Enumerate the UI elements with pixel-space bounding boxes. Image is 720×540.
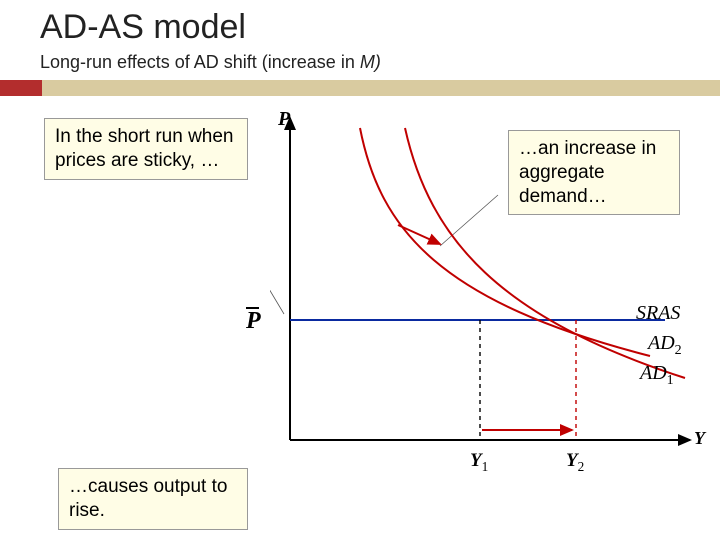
accent-left: [0, 80, 42, 96]
shift-arrow-top: [398, 225, 440, 244]
ad2-label: AD2: [648, 332, 682, 359]
adas-graph: [270, 110, 700, 480]
page-subtitle: Long-run effects of AD shift (increase i…: [40, 52, 381, 73]
sras-label: SRAS: [636, 302, 680, 325]
ad2-curve: [405, 128, 685, 378]
x-axis-label: Y: [694, 428, 705, 449]
subtitle-text: Long-run effects of AD shift (increase i…: [40, 52, 360, 72]
subtitle-ital: M): [360, 52, 381, 72]
accent-right: [42, 80, 720, 96]
y2-tick: Y2: [566, 450, 584, 475]
ad1-curve: [360, 128, 650, 356]
accent-bar: [0, 80, 720, 96]
pointer-sticky: [270, 190, 284, 314]
page-title: AD-AS model: [40, 8, 246, 47]
pointer-increase: [440, 195, 498, 246]
ad1-label: AD1: [640, 362, 674, 389]
y-axis-label: P: [278, 108, 290, 131]
y1-tick: Y1: [470, 450, 488, 475]
callout-rise: …causes output to rise.: [58, 468, 248, 530]
callout-sticky: In the short run when prices are sticky,…: [44, 118, 248, 180]
p-bar-label: P: [246, 308, 261, 335]
